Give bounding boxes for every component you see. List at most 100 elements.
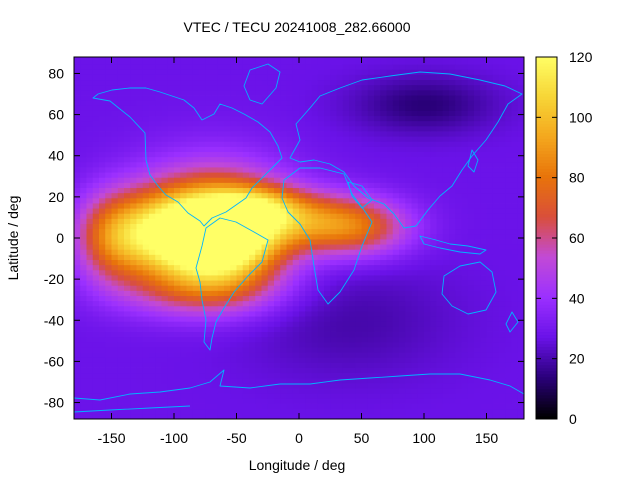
- heatmap-cell: [492, 372, 500, 379]
- heatmap-cell: [299, 362, 306, 368]
- heatmap-cell: [386, 79, 394, 86]
- heatmap-cell: [267, 403, 275, 410]
- heatmap-cell: [130, 280, 137, 286]
- heatmap-cell: [142, 383, 150, 389]
- heatmap-cell: [186, 239, 194, 245]
- heatmap-cell: [205, 228, 212, 235]
- heatmap-cell: [217, 136, 225, 142]
- heatmap-cell: [342, 398, 350, 404]
- heatmap-cell: [224, 357, 231, 363]
- heatmap-cell: [136, 285, 144, 291]
- heatmap-cell: [274, 84, 281, 91]
- heatmap-cell: [399, 136, 406, 142]
- heatmap-cell: [230, 167, 237, 173]
- heatmap-cell: [467, 213, 475, 219]
- heatmap-cell: [261, 408, 269, 415]
- heatmap-cell: [486, 100, 494, 106]
- heatmap-cell: [230, 59, 237, 65]
- heatmap-cell: [430, 197, 437, 204]
- heatmap-cell: [205, 300, 212, 307]
- heatmap-cell: [274, 161, 281, 168]
- heatmap-cell: [180, 316, 187, 322]
- heatmap-cell: [367, 305, 375, 312]
- heatmap-cell: [355, 228, 362, 235]
- heatmap-cell: [217, 125, 225, 132]
- heatmap-cell: [136, 125, 144, 132]
- heatmap-cell: [217, 203, 225, 209]
- heatmap-cell: [392, 336, 400, 343]
- heatmap-cell: [217, 321, 225, 327]
- heatmap-cell: [249, 305, 256, 312]
- heatmap-cell: [92, 110, 100, 117]
- heatmap-cell: [130, 172, 137, 178]
- heatmap-cell: [236, 125, 244, 132]
- heatmap-cell: [280, 383, 287, 389]
- heatmap-cell: [117, 213, 125, 219]
- heatmap-cell: [367, 311, 375, 317]
- heatmap-cell: [486, 218, 494, 224]
- heatmap-cell: [286, 352, 294, 358]
- heatmap-cell: [111, 300, 119, 307]
- heatmap-cell: [167, 403, 175, 410]
- heatmap-cell: [130, 110, 137, 117]
- heatmap-cell: [424, 233, 431, 240]
- heatmap-cell: [424, 89, 431, 96]
- heatmap-cell: [336, 84, 344, 91]
- heatmap-cell: [430, 244, 437, 250]
- heatmap-cell: [455, 413, 462, 420]
- heatmap-cell: [405, 228, 412, 235]
- heatmap-cell: [461, 362, 469, 368]
- heatmap-cell: [174, 321, 181, 327]
- heatmap-cell: [380, 213, 387, 219]
- heatmap-cell: [317, 223, 325, 230]
- heatmap-cell: [205, 249, 212, 255]
- heatmap-cell: [192, 249, 200, 255]
- heatmap-cell: [392, 305, 400, 312]
- heatmap-cell: [192, 331, 200, 338]
- heatmap-cell: [286, 408, 294, 415]
- heatmap-cell: [230, 321, 237, 327]
- heatmap-cell: [417, 269, 425, 276]
- heatmap-cell: [124, 280, 131, 286]
- heatmap-cell: [386, 223, 394, 230]
- heatmap-cell: [149, 177, 156, 183]
- heatmap-cell: [442, 69, 450, 75]
- heatmap-cell: [317, 172, 325, 178]
- heatmap-cell: [142, 187, 150, 194]
- heatmap-cell: [405, 347, 412, 353]
- heatmap-cell: [336, 136, 344, 142]
- heatmap-cell: [105, 326, 112, 332]
- heatmap-cell: [305, 151, 312, 158]
- heatmap-cell: [324, 388, 331, 394]
- heatmap-cell: [274, 125, 281, 132]
- heatmap-cell: [180, 367, 187, 374]
- heatmap-cell: [367, 347, 375, 353]
- heatmap-cell: [142, 100, 150, 106]
- heatmap-cell: [392, 347, 400, 353]
- heatmap-cell: [486, 398, 494, 404]
- heatmap-cell: [111, 383, 119, 389]
- heatmap-cell: [92, 84, 100, 91]
- heatmap-cell: [136, 413, 144, 420]
- heatmap-cell: [474, 192, 481, 199]
- heatmap-cell: [74, 269, 81, 276]
- heatmap-cell: [192, 120, 200, 127]
- heatmap-cell: [274, 352, 281, 358]
- heatmap-cell: [267, 275, 275, 281]
- heatmap-cell: [92, 228, 100, 235]
- heatmap-cell: [442, 131, 450, 137]
- heatmap-cell: [161, 336, 169, 343]
- heatmap-cell: [480, 59, 487, 65]
- heatmap-cell: [467, 57, 475, 60]
- heatmap-cell: [111, 367, 119, 374]
- heatmap-cell: [180, 95, 187, 101]
- heatmap-cell: [311, 264, 319, 271]
- heatmap-cell: [436, 352, 444, 358]
- heatmap-cell: [74, 372, 81, 379]
- heatmap-cell: [205, 264, 212, 271]
- heatmap-cell: [267, 218, 275, 224]
- heatmap-cell: [380, 69, 387, 75]
- heatmap-cell: [305, 249, 312, 255]
- heatmap-cell: [411, 110, 419, 117]
- heatmap-cell: [249, 321, 256, 327]
